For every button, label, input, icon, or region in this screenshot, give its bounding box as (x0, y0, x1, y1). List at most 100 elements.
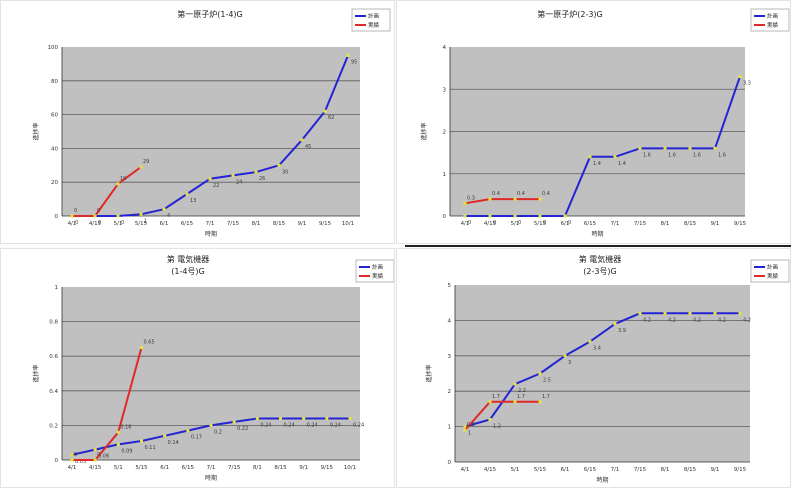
chart-3-ytick-label: 0 (55, 458, 59, 464)
chart-4-series-1-data-label: 4.2 (693, 317, 701, 323)
chart-1-ytick-label: 40 (51, 146, 58, 152)
chart-3-series-1-data-label: 0.24 (307, 422, 318, 428)
chart-4-series-1-point (563, 354, 567, 358)
chart-1-series-1-point (254, 170, 258, 174)
chart-3-series-1-point (186, 429, 190, 433)
chart-3-series-1-data-label: 0.11 (145, 445, 156, 451)
chart-2-series-1-point (663, 146, 667, 150)
chart-1-xtick-label: 4/15 (89, 221, 102, 227)
chart-1-xtick-label: 8/1 (252, 221, 261, 227)
chart-4-series-1-point (488, 418, 492, 422)
chart-4-xtick-label: 6/1 (561, 467, 570, 473)
chart-1-series-2-point (139, 165, 143, 169)
chart-2-xtick-label: 8/1 (661, 221, 670, 227)
chart-3-ytick-label: 1 (55, 285, 59, 291)
chart-2-ytick-label: 2 (443, 130, 447, 136)
chart-1-xtick-label: 6/15 (181, 221, 194, 227)
chart-2-series-1-data-label: 0 (518, 220, 521, 226)
chart-2-xtick-label: 8/15 (684, 221, 697, 227)
chart-2-ytick-label: 0 (443, 214, 447, 220)
chart-2-series-1-data-label: 0 (468, 220, 471, 226)
chart-3-series-1-point (70, 453, 74, 457)
chart-3-xtick-label: 4/1 (68, 465, 77, 471)
chart-3-series-1-data-label: 0.06 (98, 454, 109, 460)
chart-2-series-1-data-label: 1.4 (618, 161, 626, 167)
chart-4-series-1-point (663, 311, 667, 315)
chart-2-series-1-data-label: 1.6 (693, 152, 701, 158)
chart-4-series-1-data-label: 4.2 (643, 317, 651, 323)
chart-4-series-1-point (713, 311, 717, 315)
chart-1-title: 第一原子炉(1-4)G (177, 9, 243, 19)
chart-4-series-2-point (538, 400, 542, 404)
chart-3-plot-area (62, 287, 360, 460)
chart-4-series-1-point (738, 311, 742, 315)
chart-3-series-1-data-label: 0.24 (330, 422, 341, 428)
chart-1-ytick-label: 80 (51, 79, 58, 85)
chart-3-ytick-label: 0.2 (49, 423, 58, 429)
chart-1-series-1-point (208, 177, 212, 181)
chart-3-xtick-label: 7/1 (207, 465, 216, 471)
chart-4-series-1-data-label: 4.2 (718, 317, 726, 323)
panel-divider (405, 245, 791, 247)
chart-2-ytick-label: 1 (443, 172, 447, 178)
chart-4-series-1-point (463, 425, 467, 429)
chart-4-series-1-point (613, 322, 617, 326)
chart-1-xtick-label: 9/15 (319, 221, 332, 227)
chart-2-series-2-data-label: 0.4 (542, 191, 550, 197)
chart-4-series-2-data-label: 1.7 (492, 394, 500, 400)
chart-1-series-2-point (116, 182, 120, 186)
chart-2-series-1-point (513, 214, 517, 218)
chart-2-xtick-label: 9/15 (734, 221, 747, 227)
chart-1-xtick-label: 4/1 (68, 221, 77, 227)
chart-2-xtick-label: 4/15 (484, 221, 497, 227)
chart-2-series-1-data-label: 0 (543, 220, 546, 226)
chart-1-xtick-label: 7/1 (206, 221, 215, 227)
chart-4-series-1-data-label: 3.9 (618, 328, 626, 334)
chart-2-y-axis-label: 進捗率 (420, 122, 428, 140)
chart-4-series-1-data-label: 1 (468, 431, 471, 437)
chart-3-series-2-point (140, 346, 143, 350)
chart-3-y-axis-label: 進捗率 (32, 364, 40, 382)
chart-panel-3: 0 0.2 0.4 0.6 0.8 1 4/1 4/15 5/1 5/15 6/1 6/15 7/1 7/… (0, 248, 395, 488)
chart-1-series-2-point (93, 214, 97, 218)
chart-1-xtick-label: 8/15 (273, 221, 286, 227)
chart-3-xtick-label: 10/1 (344, 465, 356, 471)
chart-3-x-axis-label: 時期 (205, 474, 217, 482)
chart-3-series-1-data-label: 0.09 (121, 448, 132, 454)
chart-1-xtick-label: 6/1 (160, 221, 169, 227)
chart-3-series-2-data-label: 0 (97, 452, 100, 458)
chart-1-series-2-point (70, 214, 74, 218)
chart-1-xtick-label: 9/1 (298, 221, 307, 227)
chart-3-ytick-label: 0.6 (49, 354, 58, 360)
chart-1-xtick-label: 5/1 (114, 221, 123, 227)
chart-4-series-1-line (464, 312, 740, 428)
chart-1-xtick-label: 10/1 (342, 221, 354, 227)
chart-4-xtick-label: 7/15 (634, 467, 647, 473)
chart-4-series-2-point (488, 400, 492, 404)
chart-4-series-2-point (513, 400, 517, 404)
chart-panel-1: 0 20 40 60 80 100 4/1 4/15 5/1 5/15 6/1 6/15 7/1 7/15… (0, 0, 395, 244)
chart-4-ytick-label: 3 (448, 354, 452, 360)
chart-2-series-1-point (488, 214, 492, 218)
chart-1-series-1-point (139, 212, 143, 216)
chart-3-series-1-point (302, 416, 306, 420)
chart-2-series-1-point (738, 75, 742, 79)
chart-1-series-1-point (231, 173, 235, 177)
chart-3-series-1-data-label: 0.14 (168, 440, 179, 446)
chart-4-series-2-data-label: 1.7 (517, 394, 525, 400)
chart-3-series-1-point (93, 448, 97, 452)
chart-4-plot-area (455, 285, 750, 462)
chart-1-series-2-data-label: 0 (97, 208, 100, 214)
chart-2-xtick-label: 5/1 (511, 221, 520, 227)
chart-3-xtick-label: 7/15 (228, 465, 241, 471)
chart-3-series-1-data-label: 0.24 (260, 422, 271, 428)
chart-4-xtick-label: 9/15 (734, 467, 747, 473)
chart-4-xtick-label: 9/1 (711, 467, 720, 473)
chart-3-series-1-point (116, 442, 120, 446)
chart-3-series-2-data-label: 0.65 (144, 340, 155, 346)
chart-2-xtick-label: 7/1 (611, 221, 620, 227)
chart-4-xtick-label: 6/15 (584, 467, 597, 473)
